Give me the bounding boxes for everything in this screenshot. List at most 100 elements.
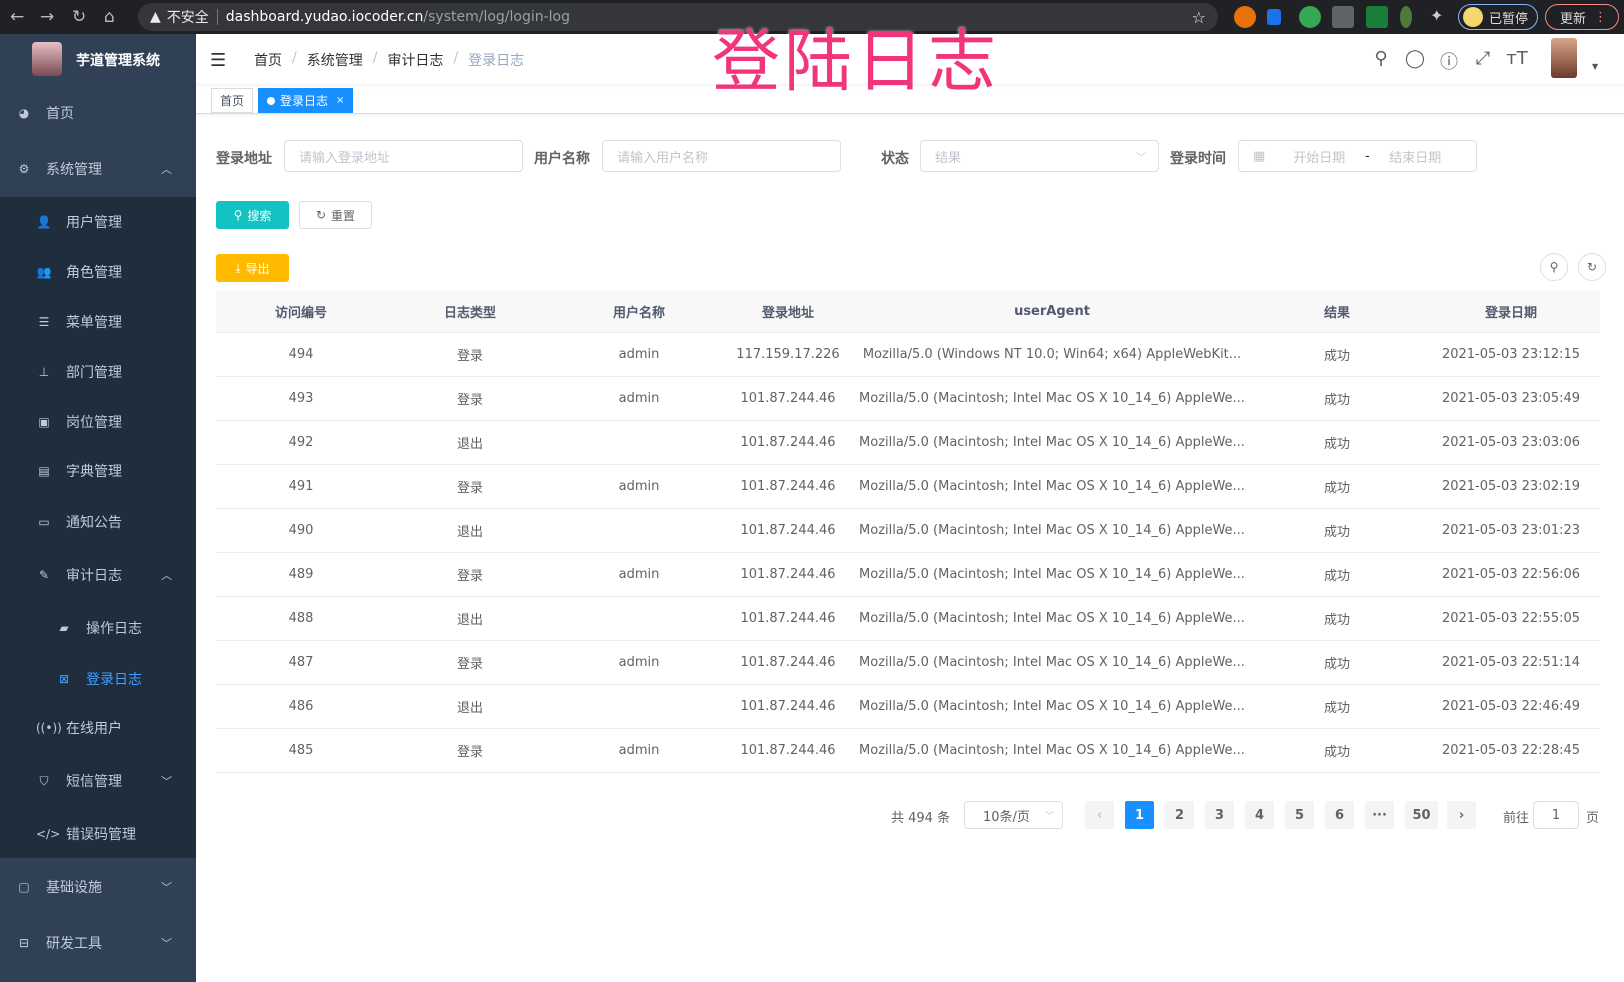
- sidebar-item[interactable]: ▤ 字典管理: [0, 446, 196, 496]
- home-icon[interactable]: ⌂: [104, 7, 115, 27]
- fullscreen-icon[interactable]: ⤢: [1475, 48, 1491, 69]
- status-select[interactable]: 结果 ﹀: [920, 140, 1159, 172]
- sidebar-item[interactable]: ⚙ 系统管理 ︿: [0, 144, 196, 194]
- cell-1: 登录: [456, 481, 483, 496]
- sidebar-item[interactable]: </> 错误码管理: [0, 809, 196, 859]
- extension-icon[interactable]: [1267, 9, 1281, 25]
- address-bar[interactable]: ▲ 不安全 dashboard.yudao.iocoder.cn /system…: [138, 3, 1218, 31]
- sidebar-item[interactable]: ☰ 菜单管理: [0, 297, 196, 347]
- close-icon[interactable]: ×: [336, 95, 345, 106]
- goto-page-input[interactable]: 1: [1533, 801, 1579, 829]
- cell-1: 退出: [456, 613, 483, 628]
- prev-page-button[interactable]: ‹: [1085, 801, 1114, 829]
- sidebar-item[interactable]: ▣ 岗位管理: [0, 397, 196, 447]
- cell-5: 成功: [1323, 437, 1350, 452]
- sidebar-item[interactable]: ⊠ 登录日志: [0, 654, 196, 704]
- sidebar-item[interactable]: ⊥ 部门管理: [0, 347, 196, 397]
- extension-icon[interactable]: [1332, 6, 1354, 28]
- start-date[interactable]: 开始日期: [1293, 150, 1346, 166]
- toggle-search-button[interactable]: ⚲: [1540, 253, 1568, 281]
- caret-down-icon[interactable]: ▼: [1592, 62, 1599, 71]
- update-button[interactable]: 更新 ⋮: [1545, 4, 1619, 30]
- tag-label: 登录日志: [280, 94, 329, 108]
- ip-input[interactable]: 请输入登录地址: [284, 140, 523, 172]
- time-label: 登录时间: [1170, 151, 1226, 167]
- puzzle-icon[interactable]: ✦: [1430, 6, 1444, 25]
- username-input[interactable]: 请输入用户名称: [602, 140, 841, 172]
- page-button[interactable]: 6: [1325, 801, 1354, 829]
- column-header: 结果: [1323, 305, 1350, 321]
- column-header: 日志类型: [443, 305, 496, 321]
- back-icon[interactable]: ←: [10, 7, 25, 27]
- breadcrumb-item[interactable]: 首页: [254, 53, 282, 69]
- sidebar-item[interactable]: ⛉ 短信管理 ﹀: [0, 756, 196, 806]
- post-icon: ▣: [38, 415, 50, 429]
- font-size-icon[interactable]: ᴛT: [1506, 48, 1528, 69]
- page-size-select[interactable]: 10条/页 ﹀: [964, 801, 1063, 829]
- hamburger-icon[interactable]: ☰: [210, 50, 227, 71]
- sidebar-item[interactable]: ◕ 首页: [0, 88, 196, 138]
- cell-5: 成功: [1323, 745, 1350, 760]
- extension-icon[interactable]: [1234, 6, 1256, 28]
- export-button[interactable]: ⤓ 导出: [216, 254, 289, 282]
- search-icon[interactable]: ⚲: [1374, 48, 1388, 69]
- dot-icon: [267, 96, 275, 105]
- profile-paused-button[interactable]: 已暂停: [1458, 4, 1538, 30]
- dashboard-icon: ◕: [18, 106, 30, 120]
- ip-placeholder: 请输入登录地址: [299, 150, 391, 166]
- github-icon[interactable]: ◯: [1404, 48, 1426, 69]
- sidebar-item[interactable]: ▢ 基础设施 ﹀: [0, 862, 196, 912]
- cell-5: 成功: [1323, 481, 1350, 496]
- tag-home[interactable]: 首页: [211, 88, 254, 113]
- chevron-down-icon: ﹀: [1044, 811, 1054, 822]
- end-date[interactable]: 结束日期: [1389, 150, 1442, 166]
- help-icon[interactable]: ⓘ: [1440, 52, 1458, 73]
- forward-icon[interactable]: →: [40, 7, 55, 27]
- sidebar-item[interactable]: ✎ 审计日志 ︿: [0, 550, 196, 600]
- cell-0: 489: [288, 567, 314, 582]
- extension-icon[interactable]: [1400, 6, 1412, 28]
- table-row: 494 登录 admin 117.159.17.226 Mozilla/5.0 (Win…: [216, 333, 1600, 377]
- cell-4: Mozilla/5.0 (Macintosh; Intel Mac OS X 1…: [859, 655, 1245, 670]
- role-icon: 👥: [36, 265, 52, 279]
- page-button[interactable]: 1: [1125, 801, 1154, 829]
- sidebar-item[interactable]: 👥 角色管理: [0, 247, 196, 297]
- reload-icon[interactable]: ↻: [72, 7, 87, 27]
- sidebar-item-label: 错误码管理: [66, 827, 136, 843]
- page-button[interactable]: ···: [1365, 801, 1394, 829]
- table-row: 490 退出 101.87.244.46 Mozilla/5.0 (Macintosh…: [216, 509, 1600, 553]
- reset-button[interactable]: ↻ 重置: [299, 201, 372, 229]
- cell-0: 494: [288, 347, 314, 362]
- cell-0: 486: [288, 699, 314, 714]
- sidebar-item[interactable]: ⊟ 研发工具 ﹀: [0, 918, 196, 968]
- cell-1: 登录: [456, 657, 483, 672]
- page-size-label: 10条/页: [983, 809, 1030, 825]
- ip-label: 登录地址: [216, 151, 272, 167]
- page-button[interactable]: 3: [1205, 801, 1234, 829]
- extension-icon[interactable]: [1366, 6, 1388, 28]
- cell-1: 登录: [456, 349, 483, 364]
- sidebar-item[interactable]: ▭ 通知公告: [0, 497, 196, 547]
- page-button[interactable]: 2: [1165, 801, 1194, 829]
- sidebar-item[interactable]: ((•)) 在线用户: [0, 703, 196, 753]
- chevron-up-icon: ︿: [161, 163, 172, 176]
- page-button[interactable]: 50: [1405, 801, 1438, 829]
- sidebar-item[interactable]: 👤 用户管理: [0, 197, 196, 247]
- search-button[interactable]: ⚲ 搜索: [216, 201, 289, 229]
- page-button[interactable]: 4: [1245, 801, 1274, 829]
- avatar[interactable]: [1551, 38, 1577, 78]
- page-button[interactable]: 5: [1285, 801, 1314, 829]
- refresh-button[interactable]: ↻: [1578, 253, 1606, 281]
- tag-login-log[interactable]: 登录日志 ×: [258, 88, 354, 113]
- date-range-picker[interactable]: ▦ 开始日期 - 结束日期: [1238, 140, 1477, 172]
- star-icon[interactable]: ☆: [1191, 7, 1206, 27]
- status-label: 状态: [881, 151, 909, 167]
- cell-0: 488: [288, 611, 314, 626]
- status-placeholder: 结果: [935, 150, 962, 166]
- column-header: 登录日期: [1484, 305, 1537, 321]
- search-icon: ⚲: [233, 208, 243, 222]
- next-page-button[interactable]: ›: [1447, 801, 1476, 829]
- extension-icon[interactable]: [1299, 6, 1321, 28]
- table-row: 485 登录 admin 101.87.244.46 Mozilla/5.0 (Maci…: [216, 729, 1600, 773]
- sidebar-item[interactable]: ▰ 操作日志: [0, 603, 196, 653]
